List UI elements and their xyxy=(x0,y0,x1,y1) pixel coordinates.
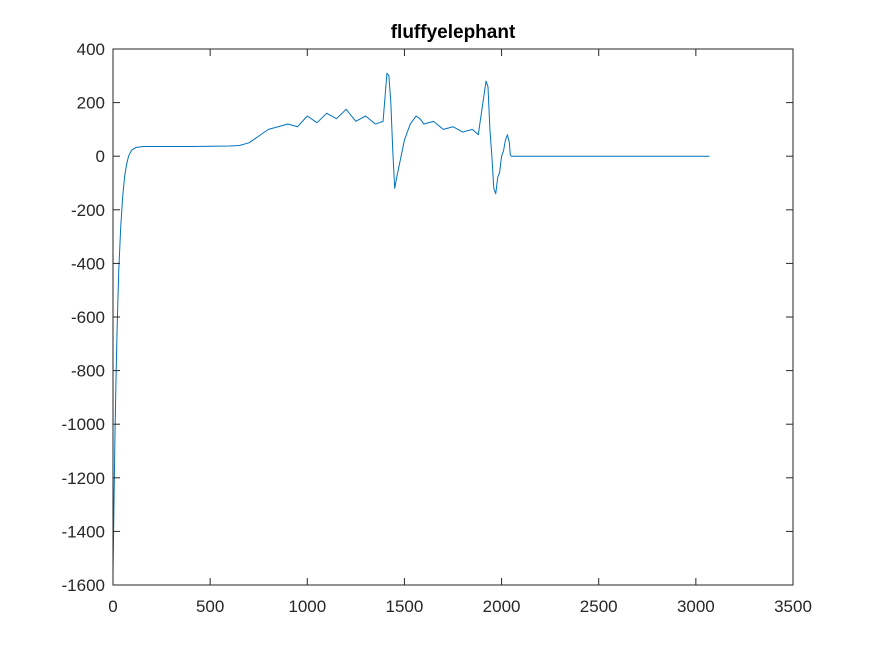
chart-title: fluffyelephant xyxy=(391,22,516,43)
x-axis: 0 500 1000 1500 2000 2500 3000 3500 xyxy=(108,49,812,616)
y-axis: 400 200 0 -200 -400 -600 -800 -1000 -1200 -1400 -1… xyxy=(62,40,793,595)
plot-area-frame xyxy=(112,48,794,586)
y-tick-label: -800 xyxy=(71,362,105,381)
y-tick-label: 0 xyxy=(96,147,105,166)
x-tick-label: 500 xyxy=(196,597,224,616)
x-tick-label: 1500 xyxy=(386,597,424,616)
x-tick-label: 3000 xyxy=(677,597,715,616)
x-tick-label: 2500 xyxy=(580,597,618,616)
y-tick-label: -1400 xyxy=(62,522,105,541)
y-tick-label: 200 xyxy=(77,94,105,113)
series-line xyxy=(112,72,710,575)
x-tick-label: 1000 xyxy=(288,597,326,616)
plot-series xyxy=(112,72,710,575)
x-tick-label: 2000 xyxy=(483,597,521,616)
y-tick-label: -400 xyxy=(71,254,105,273)
y-tick-label: -1000 xyxy=(62,415,105,434)
y-tick-label: -600 xyxy=(71,308,105,327)
y-tick-label: -1200 xyxy=(62,469,105,488)
y-tick-label: 400 xyxy=(77,40,105,59)
y-tick-label: -1600 xyxy=(62,576,105,595)
x-tick-label: 0 xyxy=(108,597,117,616)
y-tick-label: -200 xyxy=(71,201,105,220)
x-tick-label: 3500 xyxy=(774,597,812,616)
